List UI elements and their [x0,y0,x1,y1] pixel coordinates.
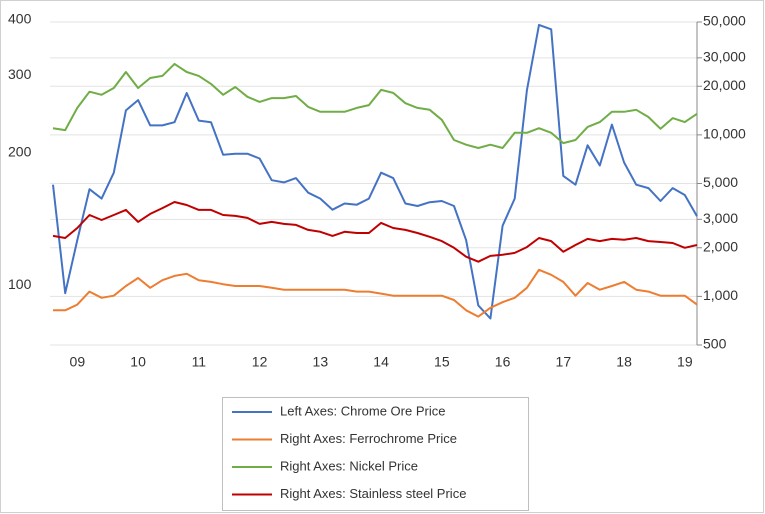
y2-tick-label: 500 [703,336,727,352]
x-tick-label: 13 [313,354,329,370]
x-tick-label: 14 [373,354,389,370]
series-line [52,62,698,149]
y2-tick-label: 5,000 [703,174,738,190]
x-tick-label: 17 [556,354,572,370]
y2-tick-label: 10,000 [703,126,746,142]
y-tick-label: 300 [8,66,32,82]
legend: Left Axes: Chrome Ore Price Right Axes: F… [222,397,529,511]
y2-tick-label: 2,000 [703,238,738,254]
x-tick-label: 19 [677,354,693,370]
x-tick-label: 10 [130,354,146,370]
x-tick-label: 11 [192,354,207,370]
y2-tick-label: 1,000 [703,287,738,303]
y-tick-label: 200 [8,143,32,159]
series-line [52,23,698,320]
y2-tick-label: 3,000 [703,210,738,226]
legend-label: Left Axes: Chrome Ore Price [280,403,445,418]
x-tick-label: 15 [434,354,450,370]
x-tick-label: 12 [252,354,268,370]
legend-label: Right Axes: Stainless steel Price [280,486,466,501]
x-tick-label: 16 [495,354,511,370]
y-tick-label: 400 [8,11,32,27]
x-tick-label: 09 [70,354,86,370]
series-line [52,201,698,263]
y2-tick-label: 30,000 [703,49,746,65]
y2-tick-label: 50,000 [703,13,746,29]
series-line [53,268,698,318]
legend-box [222,397,529,511]
y2-tick-label: 20,000 [703,77,746,93]
y-tick-label: 100 [8,276,32,292]
x-tick-label: 18 [616,354,632,370]
legend-label: Right Axes: Ferrochrome Price [280,431,457,446]
legend-label: Right Axes: Nickel Price [280,458,418,473]
